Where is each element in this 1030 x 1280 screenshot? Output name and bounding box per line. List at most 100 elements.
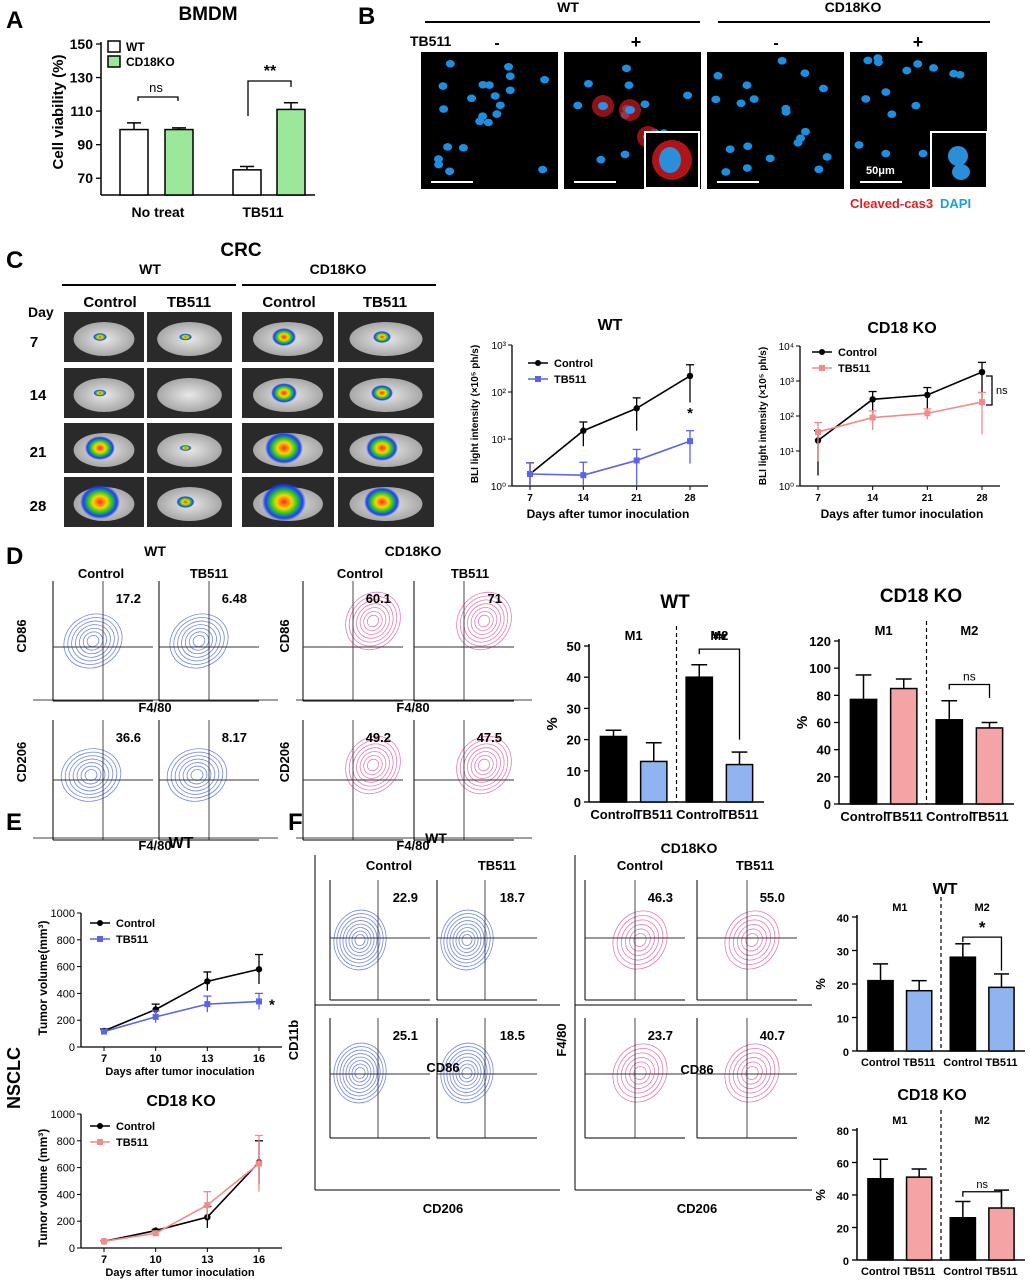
D-WT-ytick-label: 10 <box>567 764 581 779</box>
E-CD18KO-series-line <box>103 1162 260 1243</box>
nucleus <box>621 64 631 73</box>
F-CD18KO-bar <box>988 1207 1015 1261</box>
flow-contour <box>461 934 473 946</box>
nucleus <box>458 144 468 152</box>
nucleus <box>624 81 634 89</box>
E-CD18KO-point <box>101 1238 107 1245</box>
C-WT-xtick-label: 14 <box>578 493 590 504</box>
panel-d-bar-2-title: CD18 KO <box>880 586 962 607</box>
panel-e-chart-1-xlabel: Days after tumor inoculation <box>105 1066 254 1078</box>
flow-contour <box>363 610 383 632</box>
nucleus <box>483 118 493 127</box>
flow-contour <box>467 603 501 639</box>
E-WT-ytick-label: 600 <box>57 962 75 974</box>
D-CD18KO-bar <box>975 727 1004 805</box>
F-CD18KO-xlabel: TB511 <box>903 1266 935 1278</box>
nucleus <box>822 153 832 161</box>
flow-contour <box>342 920 378 960</box>
D-WT-ylabel: % <box>544 717 561 730</box>
flow-contour <box>79 627 107 655</box>
flow-quadrant-value: 60.1 <box>366 591 391 606</box>
A-ytick-label: 70 <box>77 170 93 186</box>
nucleus <box>505 72 515 80</box>
flow-quadrant-value: 8.17 <box>222 730 247 745</box>
flow-contour <box>342 1053 378 1093</box>
D-CD18KO-bar <box>935 719 964 805</box>
panel-c-day-3: 21 <box>30 444 47 461</box>
bli-signal <box>262 483 306 521</box>
panel-d-flow-plots: 17.2 36.6 6.48 8.17 60.1 49.2 71 47.5 <box>33 581 532 841</box>
nucleus <box>434 160 444 169</box>
E-WT-xtick-label: 7 <box>101 1053 107 1065</box>
flow-contour <box>354 934 366 946</box>
E-WT-ytick-label: 1000 <box>51 908 75 920</box>
panel-d-wt-xlabel-top: F4/80 <box>138 700 171 715</box>
nucleus <box>598 102 608 110</box>
D-WT-xlabel: TB511 <box>720 807 758 822</box>
panel-d-ko-xlabel-bottom: F4/80 <box>396 838 429 853</box>
F-CD18KO-ytick-label: 80 <box>837 1126 849 1138</box>
D-WT-xlabel: Control <box>590 807 636 822</box>
flow-quadrant-value: 25.1 <box>393 1028 418 1043</box>
bli-signal <box>179 333 192 341</box>
E-CD18KO-series-line <box>103 1161 260 1243</box>
nucleus <box>640 100 650 108</box>
nucleus <box>736 99 746 108</box>
flow-quadrant-value: 22.9 <box>393 890 418 905</box>
D-WT-xlabel: TB511 <box>635 807 673 822</box>
E-CD18KO-legend-marker <box>97 1139 103 1145</box>
nucleus <box>929 64 939 72</box>
flow-contour <box>612 1043 668 1103</box>
flow-contour <box>728 1048 776 1098</box>
nucleus <box>800 69 810 77</box>
F-CD18KO-group-m1: M1 <box>892 1115 907 1127</box>
C-WT-sig: * <box>687 405 693 422</box>
panel-label-d: D <box>6 543 23 570</box>
panel-b-sign-4: + <box>913 32 924 52</box>
F-WT-xlabel: TB511 <box>903 1057 935 1069</box>
panel-d-bar-1-title: WT <box>660 592 690 613</box>
C-CD18KO-point <box>924 391 931 399</box>
flow-contour <box>181 624 217 658</box>
panel-a-legend-wt: WT <box>126 40 145 54</box>
flow-contour <box>470 607 498 635</box>
F-CD18KO-ylabel: % <box>813 1189 828 1201</box>
C-CD18KO-xtick-label: 21 <box>922 493 934 504</box>
nucleus <box>911 101 921 110</box>
nucleus <box>873 54 883 62</box>
panel-d-ko-y-top: CD86 <box>277 619 292 652</box>
C-CD18KO-point <box>979 399 985 406</box>
C-CD18KO-xtick-label: 7 <box>815 493 821 504</box>
flow-contour <box>737 1057 767 1089</box>
F-WT-bar <box>949 956 977 1052</box>
panel-b-group-wt: WT <box>557 0 579 15</box>
F-WT-xlabel: Control <box>861 1057 900 1069</box>
panel-d-group-wt: WT <box>144 543 166 559</box>
bli-signal <box>364 487 400 517</box>
flow-contour <box>333 909 387 971</box>
E-WT-series-line <box>103 1000 260 1033</box>
E-CD18KO-xtick-label: 7 <box>101 1254 107 1266</box>
A-ytick-label: 90 <box>77 137 93 153</box>
panel-e-chart-2-title: CD18 KO <box>146 1093 215 1110</box>
flow-contour <box>455 1060 479 1086</box>
E-WT-ytick-label: 200 <box>57 1015 75 1027</box>
nucleus <box>913 60 923 68</box>
E-CD18KO-legend-label: TB511 <box>116 1137 148 1149</box>
flow-contour <box>336 1046 384 1100</box>
C-WT-ytick-label: 10³ <box>492 341 507 352</box>
nucleus <box>467 94 477 103</box>
D-CD18KO-sig-bracket <box>948 683 991 699</box>
F-WT-ytick-label: 0 <box>843 1047 849 1059</box>
flow-contour <box>458 930 476 950</box>
nucleus <box>887 110 897 118</box>
C-CD18KO-point <box>924 410 931 417</box>
flow-contour <box>724 1043 780 1103</box>
panel-d-wt-y-bottom: CD206 <box>14 742 29 782</box>
flow-quadrant-value: 71 <box>488 591 502 606</box>
mouse-body <box>157 378 222 412</box>
E-WT-point <box>255 966 263 973</box>
nucleus <box>749 95 759 103</box>
panel-c-group-wt: WT <box>139 261 161 277</box>
